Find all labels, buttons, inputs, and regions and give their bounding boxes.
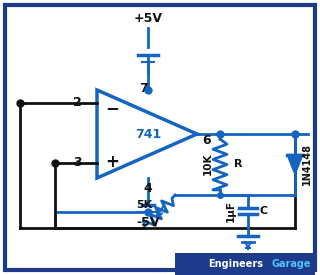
Text: +: + — [105, 153, 119, 171]
Text: 741: 741 — [135, 128, 161, 141]
FancyBboxPatch shape — [175, 253, 315, 275]
Text: Garage: Garage — [271, 259, 311, 269]
Text: 6: 6 — [202, 133, 211, 147]
Text: 7: 7 — [139, 81, 148, 95]
Text: +5V: +5V — [133, 12, 163, 24]
Text: −: − — [105, 99, 119, 117]
FancyBboxPatch shape — [5, 5, 315, 270]
Text: R: R — [234, 159, 243, 169]
Polygon shape — [287, 155, 303, 175]
Text: 2: 2 — [73, 97, 82, 109]
Text: 4: 4 — [144, 182, 152, 195]
Text: 10K: 10K — [203, 153, 213, 175]
Text: 5K: 5K — [136, 200, 152, 210]
Text: 1μF: 1μF — [226, 200, 236, 222]
Text: C: C — [260, 206, 268, 216]
Text: 1N4148: 1N4148 — [302, 143, 312, 185]
Text: 3: 3 — [73, 156, 82, 169]
Text: Engineers: Engineers — [209, 259, 263, 269]
Text: -5V: -5V — [136, 216, 160, 229]
